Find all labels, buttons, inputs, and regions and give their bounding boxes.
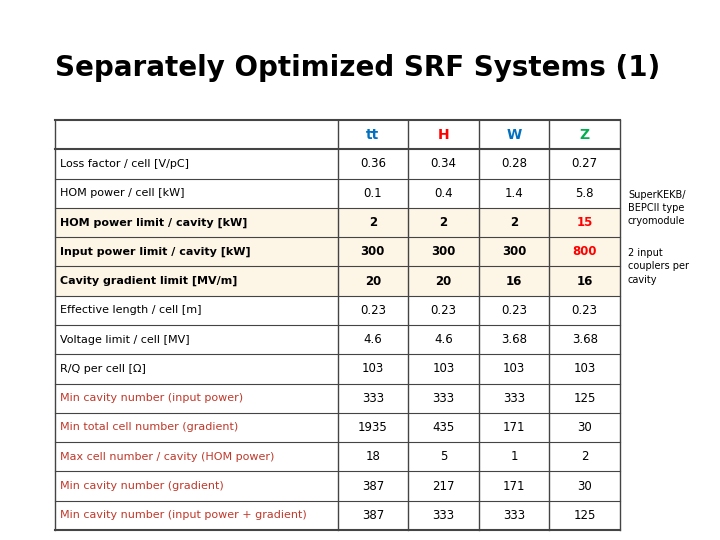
Text: 0.28: 0.28 (501, 158, 527, 171)
Text: 0.23: 0.23 (572, 304, 598, 317)
Text: 0.23: 0.23 (360, 304, 386, 317)
Text: 20: 20 (436, 274, 451, 288)
Text: Min cavity number (input power + gradient): Min cavity number (input power + gradien… (60, 510, 307, 521)
Text: 333: 333 (503, 509, 525, 522)
Text: 435: 435 (432, 421, 454, 434)
Text: 4.6: 4.6 (434, 333, 453, 346)
Text: 300: 300 (431, 245, 456, 258)
Text: 1.4: 1.4 (505, 187, 523, 200)
Text: 300: 300 (502, 245, 526, 258)
Text: 300: 300 (361, 245, 385, 258)
Text: 333: 333 (503, 392, 525, 404)
Text: 0.23: 0.23 (431, 304, 456, 317)
Text: Z: Z (580, 127, 590, 141)
Text: 0.36: 0.36 (360, 158, 386, 171)
Text: 387: 387 (361, 509, 384, 522)
Text: 103: 103 (574, 362, 596, 375)
Text: 5.8: 5.8 (575, 187, 594, 200)
Text: Max cell number / cavity (HOM power): Max cell number / cavity (HOM power) (60, 452, 274, 462)
Text: 3.68: 3.68 (501, 333, 527, 346)
Text: Loss factor / cell [V/pC]: Loss factor / cell [V/pC] (60, 159, 189, 169)
Text: Min cavity number (input power): Min cavity number (input power) (60, 393, 243, 403)
Text: 387: 387 (361, 480, 384, 492)
Text: 18: 18 (365, 450, 380, 463)
Text: 333: 333 (433, 509, 454, 522)
Text: 125: 125 (574, 392, 596, 404)
Text: Cavity gradient limit [MV/m]: Cavity gradient limit [MV/m] (60, 276, 238, 286)
Text: 103: 103 (432, 362, 454, 375)
Text: 3.68: 3.68 (572, 333, 598, 346)
Text: 800: 800 (572, 245, 597, 258)
Text: 5: 5 (440, 450, 447, 463)
Text: 16: 16 (577, 274, 593, 288)
Text: R/Q per cell [Ω]: R/Q per cell [Ω] (60, 364, 146, 374)
Text: 2: 2 (369, 216, 377, 229)
Text: Effective length / cell [m]: Effective length / cell [m] (60, 305, 202, 315)
Text: 125: 125 (574, 509, 596, 522)
Text: 1935: 1935 (358, 421, 387, 434)
Text: SuperKEKB/
BEPCII type
cryomodule: SuperKEKB/ BEPCII type cryomodule (628, 190, 685, 226)
Text: Separately Optimized SRF Systems (1): Separately Optimized SRF Systems (1) (55, 54, 660, 82)
Text: 217: 217 (432, 480, 455, 492)
Text: 16: 16 (506, 274, 522, 288)
Text: 1: 1 (510, 450, 518, 463)
Text: 30: 30 (577, 421, 592, 434)
Text: tt: tt (366, 127, 379, 141)
Text: 171: 171 (503, 480, 526, 492)
Text: 103: 103 (361, 362, 384, 375)
Text: 2: 2 (581, 450, 588, 463)
Text: Input power limit / cavity [kW]: Input power limit / cavity [kW] (60, 247, 251, 257)
Text: 15: 15 (577, 216, 593, 229)
Text: W: W (506, 127, 522, 141)
Text: Voltage limit / cell [MV]: Voltage limit / cell [MV] (60, 335, 189, 345)
Text: 30: 30 (577, 480, 592, 492)
Text: Min total cell number (gradient): Min total cell number (gradient) (60, 422, 238, 433)
Text: 4.6: 4.6 (364, 333, 382, 346)
Text: Min cavity number (gradient): Min cavity number (gradient) (60, 481, 224, 491)
Text: 0.34: 0.34 (431, 158, 456, 171)
Text: HOM power / cell [kW]: HOM power / cell [kW] (60, 188, 184, 198)
Text: 20: 20 (365, 274, 381, 288)
Text: 2: 2 (439, 216, 448, 229)
Text: 0.1: 0.1 (364, 187, 382, 200)
Text: H: H (438, 127, 449, 141)
Text: 103: 103 (503, 362, 525, 375)
Text: 333: 333 (433, 392, 454, 404)
Text: 0.4: 0.4 (434, 187, 453, 200)
Text: 171: 171 (503, 421, 526, 434)
Text: 333: 333 (361, 392, 384, 404)
Text: 2: 2 (510, 216, 518, 229)
Text: 0.27: 0.27 (572, 158, 598, 171)
Text: 0.23: 0.23 (501, 304, 527, 317)
Text: 2 input
couplers per
cavity: 2 input couplers per cavity (628, 248, 689, 285)
Text: HOM power limit / cavity [kW]: HOM power limit / cavity [kW] (60, 218, 248, 228)
